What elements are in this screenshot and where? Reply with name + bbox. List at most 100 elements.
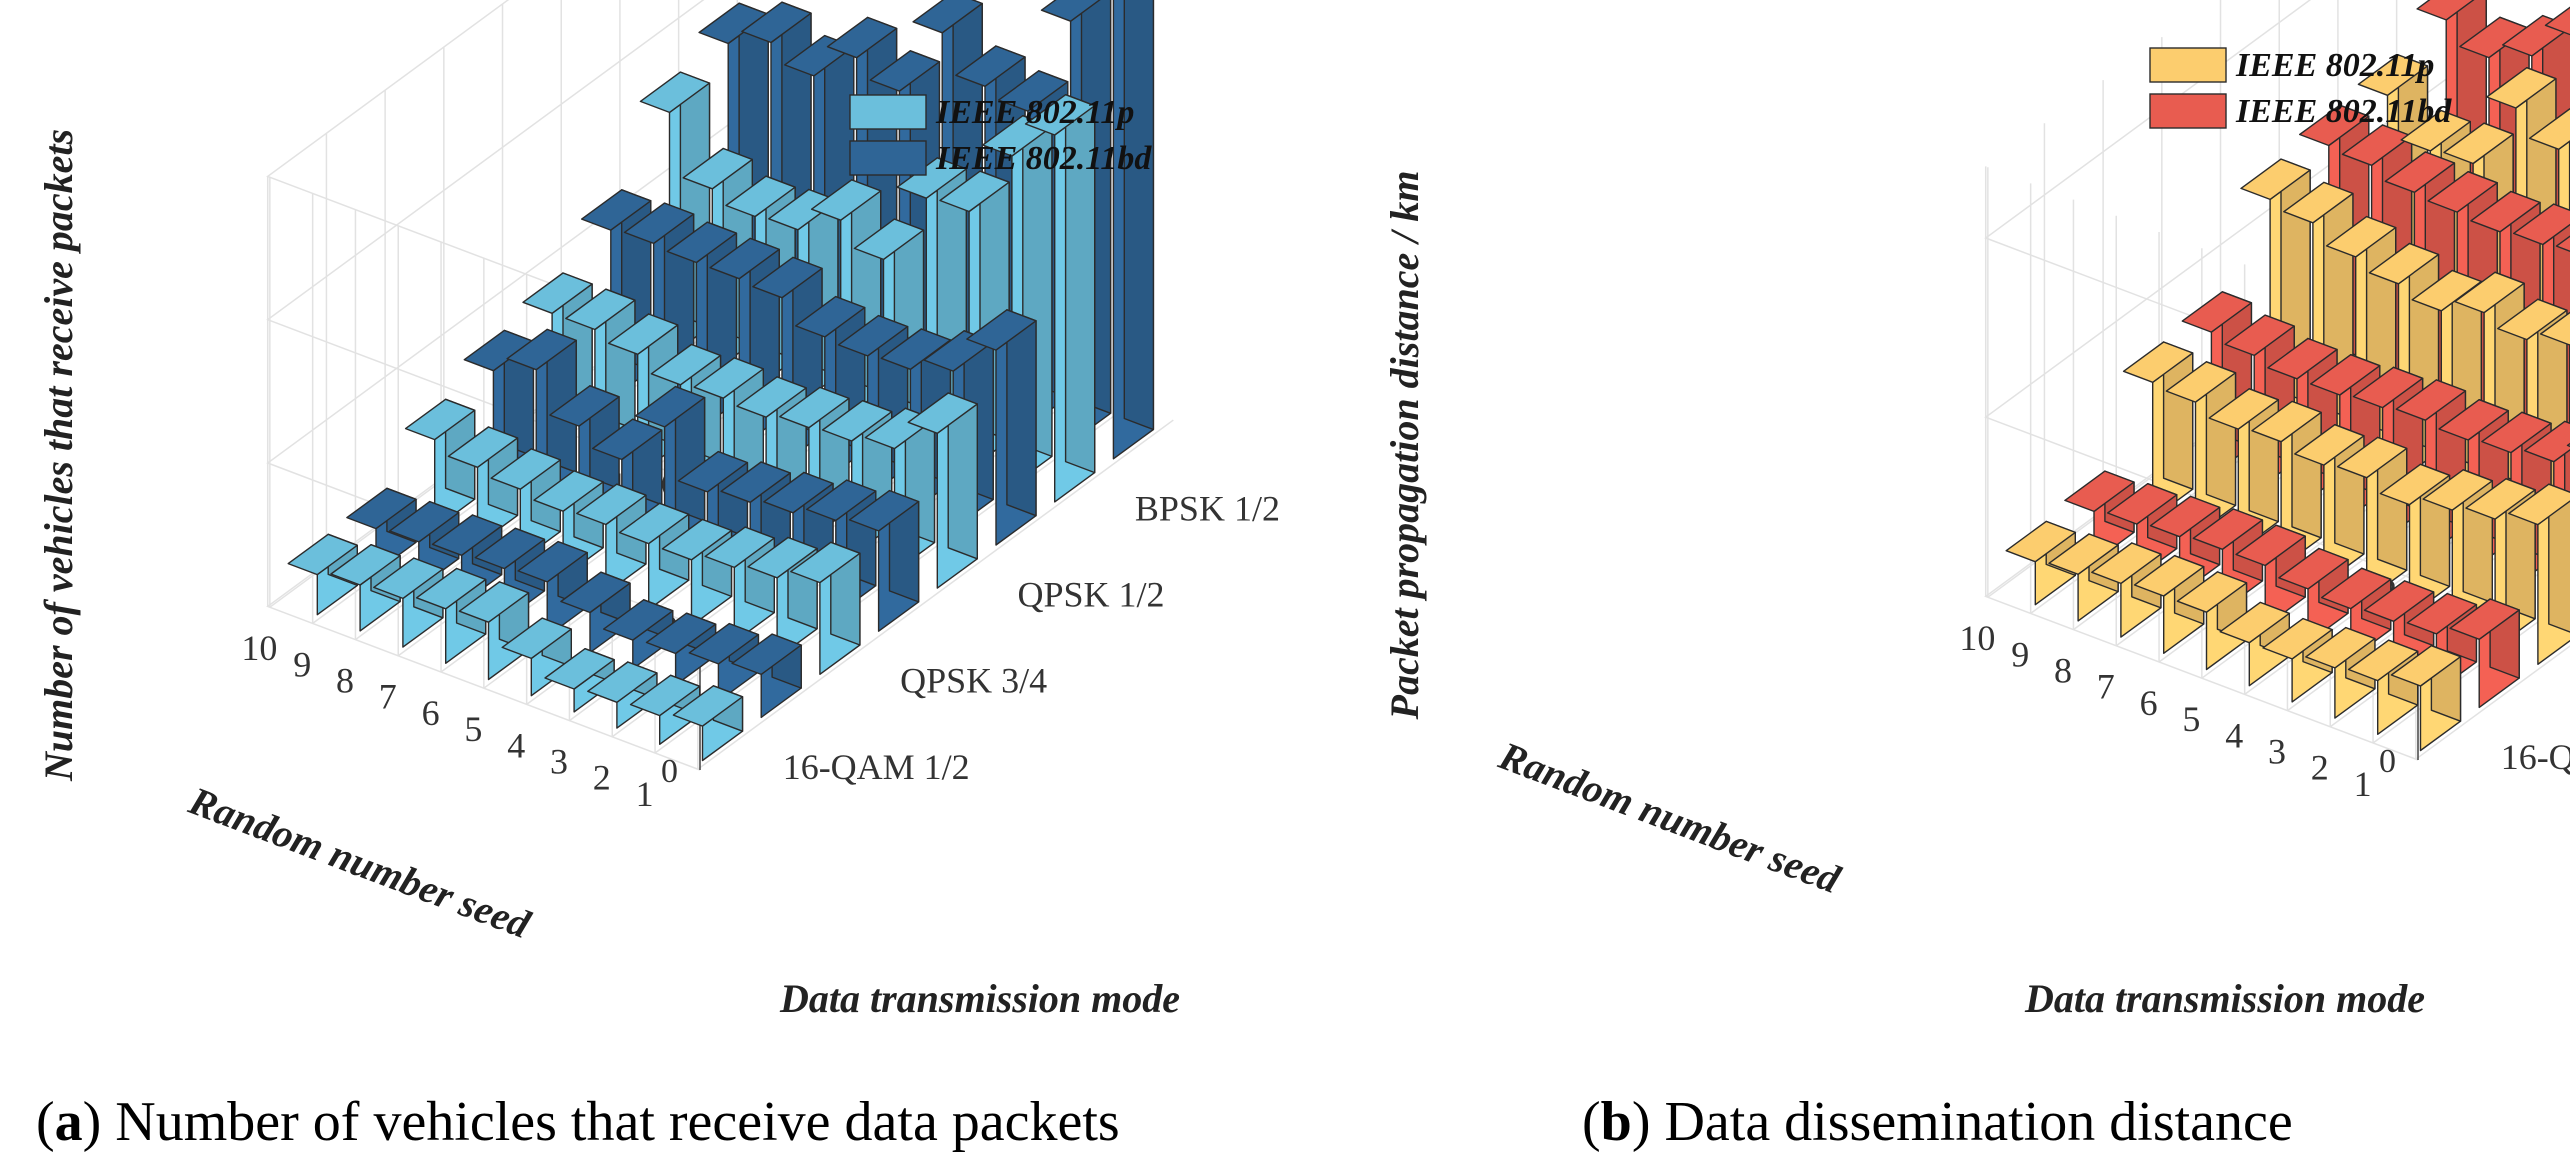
mode-tick-label: 16-QAM 1/2 xyxy=(2501,737,2570,777)
bar-top-face xyxy=(2347,639,2419,682)
bar xyxy=(848,489,920,632)
caption-b: (b) Data dissemination distance xyxy=(1582,1091,2293,1153)
bar xyxy=(672,685,744,762)
legend-swatch xyxy=(849,140,927,176)
bar-top-face xyxy=(2005,520,2077,563)
bar-top-face xyxy=(693,357,764,399)
bar-top-face xyxy=(2091,542,2162,585)
seed-tick-label: 4 xyxy=(2225,715,2243,755)
bar-top-face xyxy=(2122,341,2194,383)
bar-top-face xyxy=(661,518,733,561)
seed-tick-label: 4 xyxy=(507,725,525,765)
y-axis-title: Data transmission mode xyxy=(779,976,1180,1021)
legend-swatch xyxy=(2149,47,2227,83)
seed-tick-label: 7 xyxy=(2097,667,2115,707)
caption-b-text: ) Data dissemination distance xyxy=(1632,1091,2293,1153)
bar-top-face xyxy=(2384,151,2456,194)
bar-top-face xyxy=(287,533,358,576)
z-tick-label: 0 xyxy=(661,753,678,790)
bar-top-face xyxy=(581,189,652,231)
bar-side-face xyxy=(1123,0,1155,431)
legend-label: IEEE 802.11p xyxy=(935,94,1134,131)
bar-top-face xyxy=(2508,483,2570,526)
bar-top-face xyxy=(747,536,818,579)
bar-side-face xyxy=(1006,309,1037,517)
z-axis-title: Packet propagation distance / km xyxy=(1382,171,1427,721)
bar-top-face xyxy=(2539,311,2570,346)
bar-top-face xyxy=(806,479,877,522)
legend-swatch xyxy=(849,94,927,130)
bar-top-face xyxy=(2283,181,2354,224)
bar-top-face xyxy=(607,313,679,355)
bar-top-face xyxy=(639,71,711,114)
seed-tick-label: 10 xyxy=(241,628,277,668)
bar-top-face xyxy=(896,157,967,199)
bar-top-face xyxy=(2352,366,2424,409)
seed-tick-label: 8 xyxy=(2054,651,2072,691)
bar-top-face xyxy=(2497,298,2568,341)
bar-top-face xyxy=(666,221,738,264)
bar-top-face xyxy=(517,540,588,583)
bar xyxy=(907,392,978,589)
bar-top-face xyxy=(389,500,460,543)
bar-top-face xyxy=(501,617,572,660)
bar-top-face xyxy=(2224,314,2295,357)
bar-top-face xyxy=(853,218,925,261)
bar-top-face xyxy=(826,16,898,59)
bar-top-face xyxy=(779,386,850,429)
bar-top-face xyxy=(544,648,615,690)
bar-top-face xyxy=(618,502,690,545)
bar xyxy=(1024,93,1096,503)
mode-tick-label: QPSK 3/4 xyxy=(900,661,1047,701)
bars xyxy=(2005,0,2570,752)
bar-top-face xyxy=(650,343,722,386)
bar-top-face xyxy=(592,418,663,461)
bar-top-face xyxy=(2106,483,2178,525)
bar-top-face xyxy=(795,295,866,338)
mode-tick-label: QPSK 1/2 xyxy=(1018,575,1165,615)
bar-top-face xyxy=(725,175,796,218)
seed-tick-label: 2 xyxy=(593,758,611,798)
legend: IEEE 802.11p IEEE 802.11bd xyxy=(2149,47,2452,130)
bar xyxy=(1112,0,1155,460)
bar-top-face xyxy=(506,328,577,371)
bar xyxy=(2555,235,2570,252)
bar-top-face xyxy=(682,147,753,190)
bar xyxy=(2176,571,2248,671)
seed-tick-label: 9 xyxy=(2011,634,2029,674)
bar-top-face xyxy=(549,385,620,427)
bar-top-face xyxy=(2262,617,2333,660)
bar-top-face xyxy=(2465,478,2536,520)
bar-top-face xyxy=(2235,524,2306,567)
bar xyxy=(2566,442,2570,448)
z-tick-label: 0 xyxy=(2379,743,2396,780)
bar-top-face xyxy=(2176,571,2248,613)
bar-top-face xyxy=(2320,567,2392,610)
bar-top-face xyxy=(2064,470,2135,513)
bar-top-face xyxy=(2523,420,2570,463)
bar-top-face xyxy=(912,0,983,34)
bar-top-face xyxy=(2251,400,2322,443)
bar-top-face xyxy=(2454,271,2525,314)
bar-top-face xyxy=(848,489,920,532)
bar-top-face xyxy=(821,400,893,442)
seed-tick-label: 1 xyxy=(636,774,654,814)
bars xyxy=(287,0,1155,762)
seed-tick-label: 10 xyxy=(1959,618,1995,658)
mode-tick-label: BPSK 1/2 xyxy=(1135,488,1280,528)
bar-top-face xyxy=(522,272,593,314)
bar-top-face xyxy=(2379,463,2451,506)
bar xyxy=(2508,483,2570,665)
bar-top-face xyxy=(2192,508,2264,550)
bar-top-face xyxy=(2443,122,2514,165)
bar-top-face xyxy=(1024,93,1096,136)
bar-top-face xyxy=(2395,379,2467,421)
x-axis-title: Random number seed xyxy=(1492,732,1847,902)
bar-top-face xyxy=(2341,124,2413,167)
legend-label: IEEE 802.11bd xyxy=(2235,93,2452,130)
bar-top-face xyxy=(955,45,1026,88)
bar-top-face xyxy=(704,526,775,569)
bar xyxy=(517,540,588,638)
